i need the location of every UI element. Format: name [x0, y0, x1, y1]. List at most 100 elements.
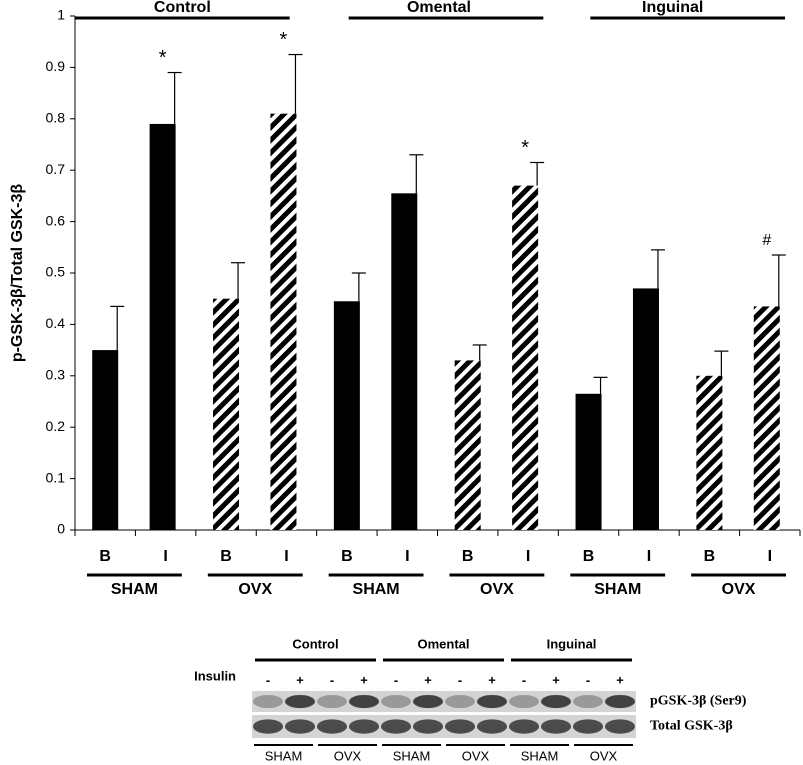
blot-treatment-label: OVX: [462, 748, 490, 763]
insulin-sign: -: [522, 672, 526, 687]
blot-strip: [252, 691, 636, 712]
insulin-sign: +: [488, 672, 496, 687]
x-tick-label: I: [284, 548, 288, 565]
treatment-label: OVX: [722, 581, 756, 598]
blot-tissue-label: Control: [292, 636, 338, 651]
blot-band: [317, 719, 347, 734]
blot-band: [477, 694, 507, 709]
x-tick-label: I: [163, 548, 167, 565]
annotation: *: [521, 137, 529, 159]
insulin-sign: -: [330, 672, 334, 687]
blot-band: [349, 719, 379, 734]
insulin-sign: -: [394, 672, 398, 687]
x-tick-label: B: [583, 548, 595, 565]
insulin-sign: +: [296, 672, 304, 687]
insulin-sign: +: [616, 672, 624, 687]
annotation: #: [762, 232, 771, 249]
blot-strip: [252, 715, 636, 738]
blot-treatment-label: OVX: [590, 748, 618, 763]
treatment-label: SHAM: [353, 581, 400, 598]
tissue-label: Omental: [407, 0, 471, 16]
blot-band: [381, 719, 411, 734]
y-tick-label: 0.7: [46, 161, 66, 177]
insulin-label: Insulin: [194, 668, 236, 683]
y-tick-label: 0.4: [46, 315, 66, 331]
bar: [696, 375, 723, 530]
blot-band: [509, 719, 539, 734]
bar: [270, 113, 297, 530]
y-tick-label: 1: [57, 7, 65, 23]
bar: [512, 185, 539, 530]
blot-row-label: pGSK-3β (Ser9): [650, 694, 747, 709]
blot-row-label: Total GSK-3β: [650, 719, 733, 734]
blot-band: [541, 694, 571, 709]
y-tick-label: 0.9: [46, 58, 66, 74]
y-tick-label: 0.3: [46, 367, 66, 383]
x-tick-label: B: [704, 548, 716, 565]
blot-band: [573, 694, 603, 709]
bar: [753, 306, 780, 530]
blot-tissue-label: Omental: [417, 636, 469, 651]
insulin-sign: -: [458, 672, 462, 687]
x-tick-label: I: [526, 548, 530, 565]
x-tick-label: B: [341, 548, 353, 565]
insulin-sign: +: [552, 672, 560, 687]
bar: [632, 288, 659, 530]
blot-band: [253, 694, 283, 709]
blot-band: [605, 694, 635, 709]
blot-band: [541, 719, 571, 734]
y-tick-label: 0: [57, 521, 65, 537]
blot-band: [285, 719, 315, 734]
blot-band: [445, 719, 475, 734]
tissue-label: Control: [154, 0, 211, 16]
blot-band: [253, 719, 283, 734]
bar: [454, 360, 481, 530]
x-tick-label: B: [220, 548, 232, 565]
tissue-label: Inguinal: [642, 0, 703, 16]
treatment-label: SHAM: [594, 581, 641, 598]
blot-treatment-label: SHAM: [521, 748, 559, 763]
y-tick-label: 0.1: [46, 469, 66, 485]
blot-band: [573, 719, 603, 734]
x-tick-label: B: [99, 548, 111, 565]
bar: [213, 298, 240, 530]
x-tick-label: I: [647, 548, 651, 565]
treatment-label: SHAM: [111, 581, 158, 598]
y-tick-label: 0.8: [46, 110, 66, 126]
y-axis-label: p-GSK-3β/Total GSK-3β: [9, 184, 26, 363]
x-tick-label: B: [462, 548, 474, 565]
x-tick-label: I: [768, 548, 772, 565]
blot-band: [349, 694, 379, 709]
blot-treatment-label: SHAM: [393, 748, 431, 763]
blot-band: [605, 719, 635, 734]
annotation: *: [280, 29, 288, 51]
insulin-sign: -: [586, 672, 590, 687]
blot-band: [445, 694, 475, 709]
blot-band: [413, 694, 443, 709]
insulin-sign: +: [360, 672, 368, 687]
y-tick-label: 0.2: [46, 418, 66, 434]
blot-band: [381, 694, 411, 709]
blot-treatment-label: OVX: [334, 748, 362, 763]
bar: [333, 301, 360, 530]
bar: [92, 350, 119, 530]
x-tick-label: I: [405, 548, 409, 565]
blot-tissue-label: Inguinal: [547, 636, 597, 651]
y-tick-label: 0.5: [46, 264, 66, 280]
annotation: *: [159, 47, 167, 69]
insulin-sign: +: [424, 672, 432, 687]
insulin-sign: -: [266, 672, 270, 687]
y-tick-label: 0.6: [46, 212, 66, 228]
blot-band: [413, 719, 443, 734]
bar: [575, 393, 602, 530]
blot-band: [509, 694, 539, 709]
bar: [391, 193, 418, 530]
blot-band: [317, 694, 347, 709]
blot-band: [285, 694, 315, 709]
blot-band: [477, 719, 507, 734]
treatment-label: OVX: [238, 581, 272, 598]
bar: [149, 123, 176, 530]
blot-treatment-label: SHAM: [265, 748, 303, 763]
treatment-label: OVX: [480, 581, 514, 598]
